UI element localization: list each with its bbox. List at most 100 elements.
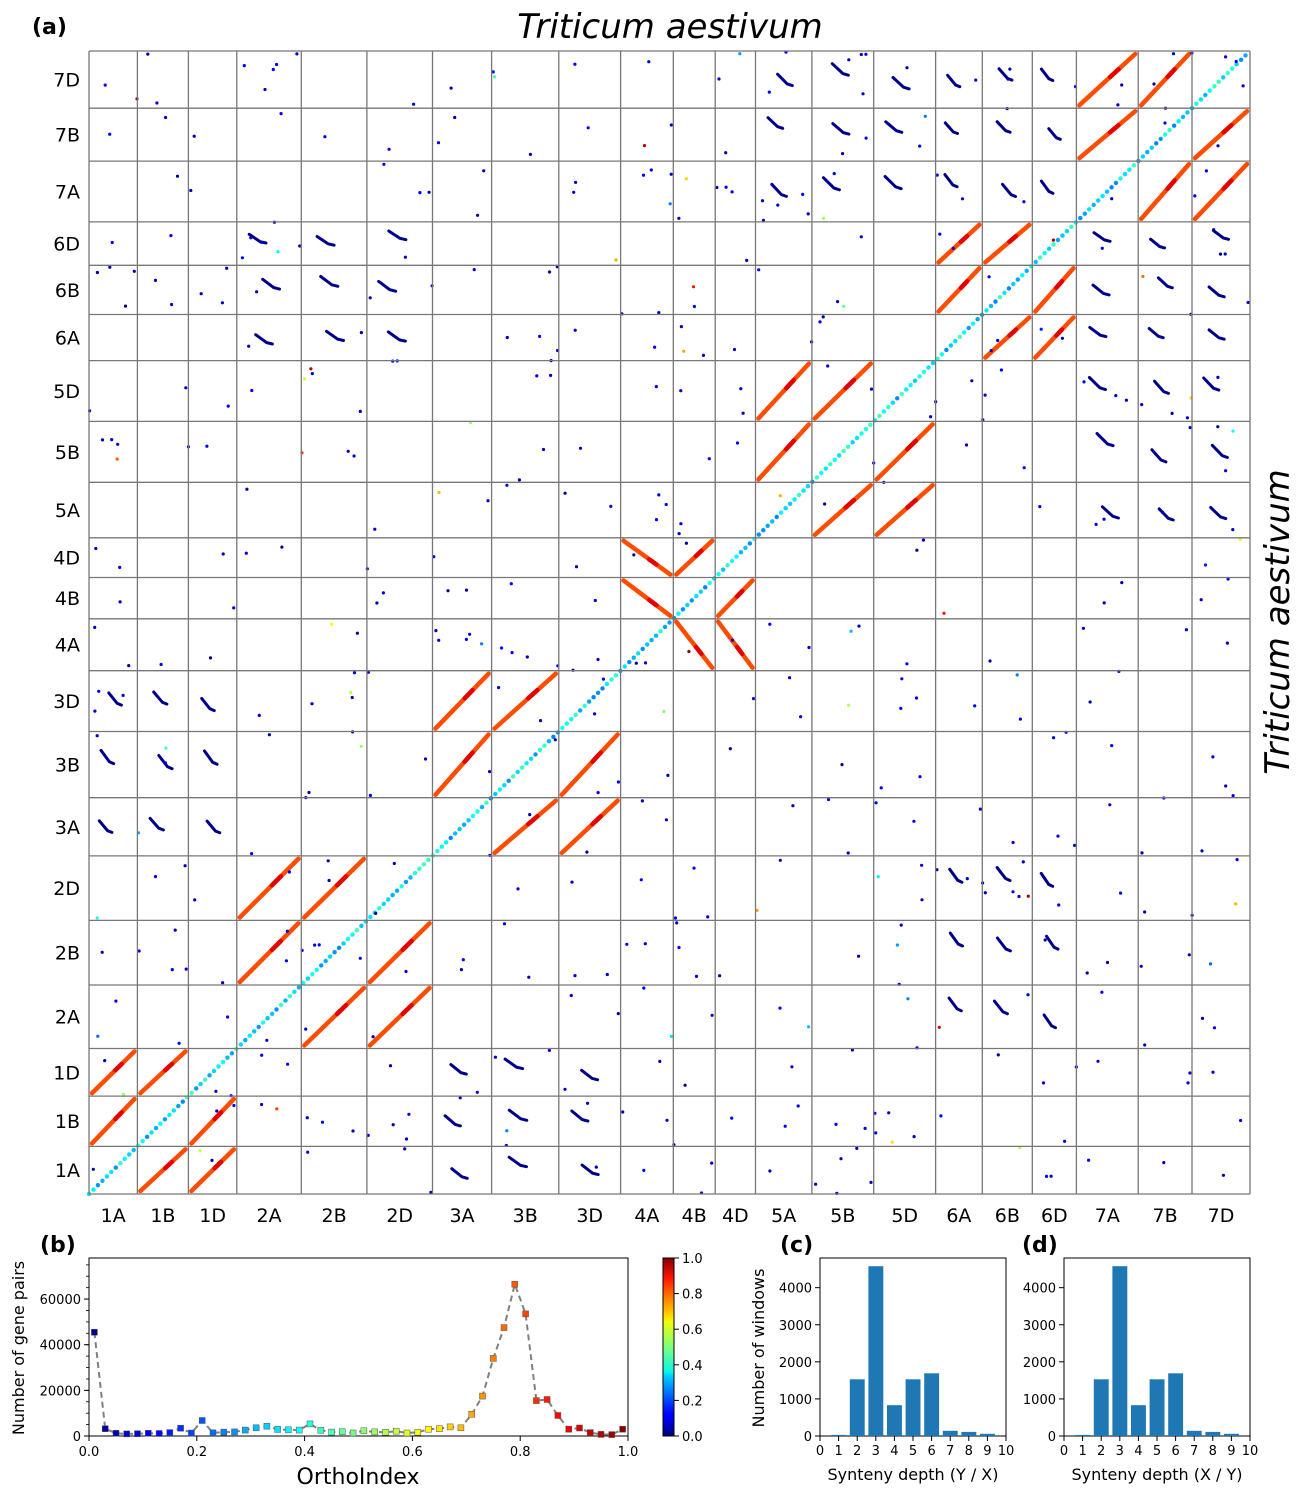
- scatter-point: [317, 943, 321, 947]
- scatter-point: [1212, 228, 1216, 232]
- diagonal-point: [765, 523, 770, 528]
- paralog-block: [1153, 379, 1170, 395]
- scatter-point: [1225, 641, 1229, 645]
- scatter-point: [983, 891, 987, 895]
- scatter-point: [368, 296, 372, 300]
- diagonal-point: [1185, 110, 1190, 115]
- scatter-point: [570, 880, 574, 884]
- scatter-point: [510, 651, 514, 655]
- scatter-point: [1161, 510, 1165, 514]
- synteny-block-segment: [334, 1002, 349, 1017]
- scatter-point: [1108, 803, 1112, 807]
- histogram-point: [360, 1427, 368, 1435]
- diagonal-point: [283, 998, 288, 1003]
- y-tick-label: 4000: [779, 1282, 812, 1297]
- scatter-point: [275, 62, 279, 67]
- scatter-point: [1200, 849, 1204, 853]
- diagonal-point: [912, 378, 918, 383]
- scatter-point: [664, 502, 668, 507]
- scatter-point: [1234, 902, 1238, 906]
- diagonal-point: [645, 642, 650, 647]
- diagonal-point: [113, 1165, 119, 1170]
- diagonal-point: [1011, 281, 1016, 287]
- scatter-point: [735, 441, 740, 445]
- scatter-point: [776, 203, 780, 207]
- histogram-point: [543, 1396, 551, 1403]
- diagonal-point: [962, 330, 967, 335]
- y-tick-label-1a: 1A: [55, 1160, 80, 1182]
- scatter-point: [517, 478, 522, 482]
- diagonal-point: [703, 585, 708, 590]
- scatter-point: [1241, 84, 1245, 88]
- diagonal-point: [274, 1007, 279, 1012]
- synteny-block-line: [674, 538, 715, 577]
- scatter-point: [137, 949, 141, 953]
- diagonal-point: [546, 739, 552, 744]
- diagonal-point: [863, 426, 869, 432]
- synteny-block-segment: [843, 377, 857, 391]
- scatter-point: [198, 1149, 202, 1153]
- scatter-point: [593, 712, 597, 716]
- scatter-point: [1114, 394, 1118, 398]
- diagonal-point: [1198, 97, 1204, 102]
- scatter-point: [1026, 894, 1030, 898]
- synteny-block-segment: [783, 377, 797, 391]
- scatter-point: [215, 1109, 219, 1113]
- scatter-point: [307, 790, 311, 795]
- synteny-block-line: [433, 732, 491, 797]
- scatter-point: [1226, 577, 1230, 581]
- diagonal-point: [301, 980, 306, 986]
- scatter-point: [108, 265, 112, 269]
- scatter-point: [1094, 522, 1098, 527]
- paralog-block: [1095, 432, 1115, 448]
- diagonal-point: [225, 1055, 230, 1060]
- paralog-block: [1001, 182, 1017, 198]
- scatter-point: [1224, 469, 1228, 473]
- panel-label-b: (b): [40, 1233, 76, 1258]
- scatter-point: [653, 345, 657, 349]
- synteny-block-line: [936, 222, 982, 265]
- synteny-block-segment: [1221, 178, 1234, 192]
- scatter-point: [929, 415, 933, 419]
- diagonal-point: [832, 457, 837, 462]
- diagonal-point: [560, 725, 565, 731]
- scatter-point: [374, 911, 378, 916]
- scatter-point: [1204, 169, 1208, 173]
- diagonal-point: [997, 295, 1003, 300]
- diagonal-point: [604, 681, 610, 687]
- scatter-point: [807, 645, 811, 650]
- scatter-point: [859, 52, 863, 57]
- panel-label-d: (d): [1022, 1233, 1058, 1258]
- scatter-point: [662, 709, 666, 714]
- scatter-point: [1200, 1016, 1205, 1021]
- paralog-block: [580, 1068, 600, 1082]
- x-tick-label: 0: [816, 1444, 824, 1459]
- synteny-block-segment: [958, 279, 970, 291]
- diagonal-point: [1225, 70, 1230, 76]
- scatter-point: [1100, 246, 1104, 250]
- diagonal-point: [636, 651, 641, 656]
- colorbar-tick-label: 0.0: [682, 1430, 703, 1445]
- synteny-block-line: [89, 1096, 137, 1146]
- histogram-xlabel: OrthoIndex: [297, 1465, 420, 1490]
- scatter-point: [861, 92, 865, 96]
- scatter-point: [286, 1062, 290, 1066]
- x-tick-label: 0.6: [402, 1445, 423, 1460]
- scatter-point: [594, 1165, 598, 1169]
- scatter-point: [1234, 59, 1238, 64]
- scatter-point: [535, 374, 539, 378]
- scatter-point: [996, 1053, 1000, 1057]
- x-tick-label: 4: [890, 1444, 898, 1459]
- scatter-point: [757, 268, 761, 272]
- scatter-point: [642, 986, 646, 990]
- x-tick-label-4b: 4B: [682, 1205, 707, 1227]
- diagonal-point: [403, 879, 409, 885]
- scatter-point: [472, 268, 476, 272]
- scatter-point: [183, 864, 187, 868]
- diagonal-point: [609, 677, 614, 682]
- diagonal-point: [805, 484, 811, 489]
- scatter-point: [1203, 563, 1208, 567]
- scatter-point: [497, 686, 501, 690]
- paralog-block: [1210, 443, 1229, 459]
- scatter-point: [437, 490, 441, 495]
